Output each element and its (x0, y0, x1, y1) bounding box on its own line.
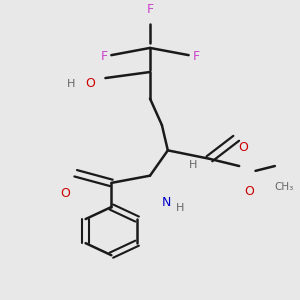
Text: F: F (146, 3, 154, 16)
Text: O: O (244, 185, 254, 198)
Text: O: O (60, 187, 70, 200)
Text: N: N (162, 196, 171, 209)
Text: O: O (85, 77, 95, 90)
Text: H: H (67, 79, 75, 89)
Text: O: O (239, 141, 249, 154)
Text: H: H (189, 160, 197, 170)
Text: F: F (100, 50, 107, 64)
Text: F: F (193, 50, 200, 64)
Text: CH₃: CH₃ (274, 182, 293, 192)
Text: H: H (176, 203, 184, 213)
